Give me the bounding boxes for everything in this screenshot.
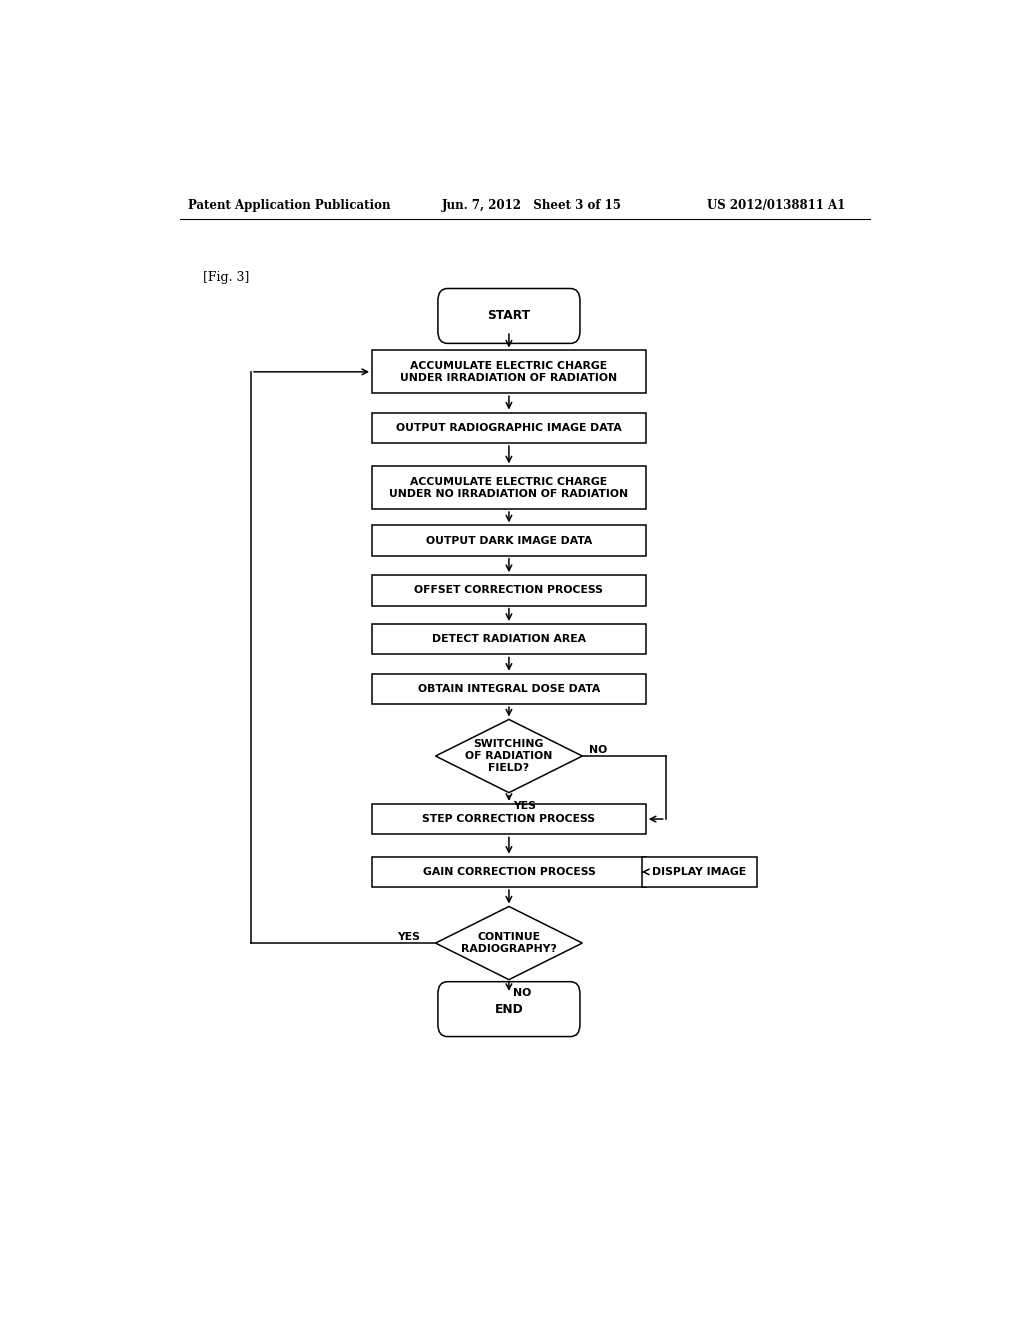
- Text: ACCUMULATE ELECTRIC CHARGE
UNDER IRRADIATION OF RADIATION: ACCUMULATE ELECTRIC CHARGE UNDER IRRADIA…: [400, 360, 617, 383]
- Bar: [372, 413, 646, 444]
- Bar: [372, 576, 646, 606]
- Bar: [372, 624, 646, 655]
- Text: OUTPUT RADIOGRAPHIC IMAGE DATA: OUTPUT RADIOGRAPHIC IMAGE DATA: [396, 422, 622, 433]
- Text: ACCUMULATE ELECTRIC CHARGE
UNDER NO IRRADIATION OF RADIATION: ACCUMULATE ELECTRIC CHARGE UNDER NO IRRA…: [389, 477, 629, 499]
- FancyBboxPatch shape: [438, 982, 580, 1036]
- Bar: [642, 857, 757, 887]
- Text: OBTAIN INTEGRAL DOSE DATA: OBTAIN INTEGRAL DOSE DATA: [418, 684, 600, 694]
- Text: DETECT RADIATION AREA: DETECT RADIATION AREA: [432, 634, 586, 644]
- Text: Jun. 7, 2012   Sheet 3 of 15: Jun. 7, 2012 Sheet 3 of 15: [441, 199, 622, 213]
- FancyBboxPatch shape: [438, 289, 580, 343]
- Text: NO: NO: [589, 744, 607, 755]
- Text: DISPLAY IMAGE: DISPLAY IMAGE: [652, 867, 746, 876]
- Text: GAIN CORRECTION PROCESS: GAIN CORRECTION PROCESS: [423, 867, 595, 876]
- Text: STEP CORRECTION PROCESS: STEP CORRECTION PROCESS: [423, 814, 595, 824]
- Text: CONTINUE
RADIOGRAPHY?: CONTINUE RADIOGRAPHY?: [461, 932, 557, 954]
- Bar: [372, 525, 646, 556]
- Polygon shape: [435, 907, 583, 979]
- Text: OFFSET CORRECTION PROCESS: OFFSET CORRECTION PROCESS: [415, 585, 603, 595]
- Bar: [372, 673, 646, 704]
- Text: OUTPUT DARK IMAGE DATA: OUTPUT DARK IMAGE DATA: [426, 536, 592, 545]
- Bar: [372, 857, 646, 887]
- Text: Patent Application Publication: Patent Application Publication: [187, 199, 390, 213]
- Text: [Fig. 3]: [Fig. 3]: [204, 271, 250, 284]
- Text: START: START: [487, 309, 530, 322]
- Text: US 2012/0138811 A1: US 2012/0138811 A1: [708, 199, 846, 213]
- Bar: [372, 804, 646, 834]
- Text: NO: NO: [513, 987, 531, 998]
- Text: SWITCHING
OF RADIATION
FIELD?: SWITCHING OF RADIATION FIELD?: [465, 739, 553, 774]
- Text: END: END: [495, 1003, 523, 1015]
- Polygon shape: [435, 719, 583, 792]
- Bar: [372, 351, 646, 393]
- Bar: [372, 466, 646, 510]
- Text: YES: YES: [397, 932, 420, 942]
- Text: YES: YES: [513, 801, 536, 810]
